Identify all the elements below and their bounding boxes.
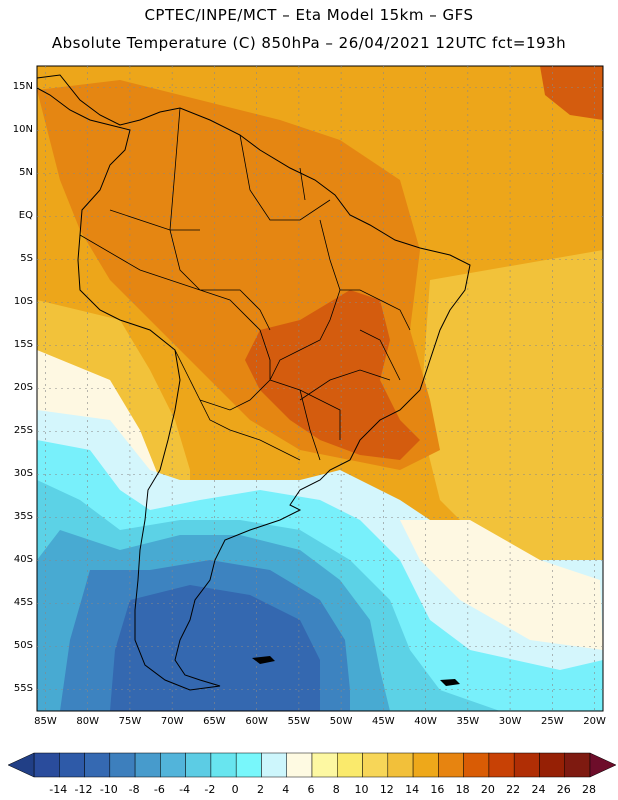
- latitude-tick-label: 55S: [13, 682, 33, 694]
- colorbar-swatch: [513, 752, 540, 778]
- northeast-hot-patch: [540, 66, 603, 120]
- atlantic-yellow-band: [420, 250, 603, 640]
- longitude-tick-label: 35W: [456, 716, 480, 727]
- colorbar-swatch: [261, 752, 287, 778]
- continental-hot-core: [245, 290, 420, 460]
- longitude-tick-label: 80W: [76, 716, 99, 727]
- colorbar-tick-label: -4: [179, 783, 191, 796]
- longitude-tick-label: 50W: [329, 716, 353, 727]
- latitude-tick-label: 5N: [19, 166, 33, 178]
- colorbar-swatch: [235, 752, 262, 778]
- colorbar-tick-label: 28: [582, 783, 596, 796]
- latitude-tick-label: 10N: [12, 123, 33, 135]
- longitude-tick-label: 60W: [245, 716, 268, 727]
- map-title-model: CPTEC/INPE/MCT – Eta Model 15km – GFS: [144, 6, 474, 24]
- longitude-tick-label: 75W: [118, 716, 142, 727]
- longitude-tick-label: 70W: [160, 716, 184, 727]
- colorbar-tick-label: 4: [282, 783, 290, 796]
- colorbar-tick-label: 10: [354, 783, 369, 796]
- colorbar-tick-label: -2: [204, 783, 216, 796]
- colorbar-swatch: [84, 752, 111, 778]
- latitude-tick-label: 25S: [13, 424, 33, 436]
- colorbar-swatch: [463, 752, 490, 778]
- latitude-tick-label: 40S: [13, 553, 33, 565]
- colorbar-tick-label: -8: [128, 783, 140, 796]
- colorbar-swatch: [387, 752, 414, 778]
- colorbar-swatch: [362, 752, 389, 778]
- longitude-tick-label: 40W: [414, 716, 437, 727]
- colorbar-tick-label: 18: [455, 783, 470, 796]
- longitude-tick-label: 65W: [203, 716, 226, 727]
- colorbar-tick-label: 2: [256, 783, 264, 796]
- falkland-islands: [252, 656, 275, 664]
- latitude-tick-label: 35S: [13, 510, 33, 522]
- colorbar-swatch: [33, 752, 60, 778]
- colorbar-tick-label: 12: [379, 783, 394, 796]
- colorbar-low-arrow: [7, 752, 35, 778]
- south-america-coastline: [36, 74, 471, 691]
- latitude-tick-label: 45S: [13, 596, 33, 608]
- colorbar-swatch: [134, 752, 161, 778]
- map-title-variable: Absolute Temperature (C) 850hPa – 26/04/…: [51, 34, 567, 52]
- longitude-tick-label: 45W: [372, 716, 395, 727]
- south-georgia-island: [440, 679, 460, 686]
- colorbar-swatch: [210, 752, 237, 778]
- colorbar-tick-label: 14: [405, 783, 420, 796]
- colorbar-tick-label: -6: [153, 783, 165, 796]
- colorbar-tick-label: -14: [49, 783, 68, 796]
- colorbar-swatch: [109, 752, 136, 778]
- colorbar-tick-label: -12: [74, 783, 93, 796]
- colorbar-tick-label: 24: [531, 783, 546, 796]
- longitude-tick-label: 55W: [287, 716, 311, 727]
- latitude-tick-label: EQ: [18, 209, 33, 221]
- latitude-tick-label: 50S: [13, 639, 33, 651]
- colorbar-swatch: [160, 752, 186, 778]
- latitude-tick-label: 20S: [13, 381, 33, 393]
- longitude-tick-label: 25W: [541, 716, 564, 727]
- colorbar-swatch: [286, 752, 313, 778]
- colorbar-swatch: [564, 752, 591, 778]
- longitude-tick-label: 20W: [583, 716, 606, 727]
- colorbar-tick-label: -10: [99, 783, 118, 796]
- colorbar: [7, 752, 617, 778]
- colorbar-swatch: [59, 752, 85, 778]
- south-atlantic-cream: [400, 520, 603, 650]
- colorbar-tick-label: 22: [506, 783, 521, 796]
- colorbar-high-arrow: [589, 752, 617, 778]
- colorbar-tick-label: 16: [430, 783, 445, 796]
- colorbar-tick-label: 26: [556, 783, 571, 796]
- colorbar-swatch: [438, 752, 464, 778]
- longitude-tick-label: 85W: [34, 716, 57, 727]
- latitude-tick-label: 5S: [20, 252, 33, 264]
- longitude-tick-label: 30W: [498, 716, 522, 727]
- colorbar-swatch: [412, 752, 439, 778]
- lat-lon-grid: [37, 66, 603, 711]
- latitude-tick-label: 15S: [13, 338, 33, 350]
- colorbar-swatch: [337, 752, 363, 778]
- latitude-tick-label: 30S: [13, 467, 33, 479]
- colorbar-swatch: [488, 752, 515, 778]
- colorbar-tick-label: 0: [231, 783, 239, 796]
- latitude-tick-label: 10S: [13, 295, 33, 307]
- colorbar-tick-label: 8: [332, 783, 340, 796]
- colorbar-swatch: [311, 752, 338, 778]
- southern-cold-blue3: [110, 585, 320, 711]
- colorbar-tick-label: 6: [307, 783, 315, 796]
- colorbar-swatch: [185, 752, 212, 778]
- country-borders: [79, 107, 411, 461]
- colorbar-swatch: [539, 752, 565, 778]
- colorbar-tick-label: 20: [480, 783, 495, 796]
- latitude-tick-label: 15N: [12, 80, 33, 92]
